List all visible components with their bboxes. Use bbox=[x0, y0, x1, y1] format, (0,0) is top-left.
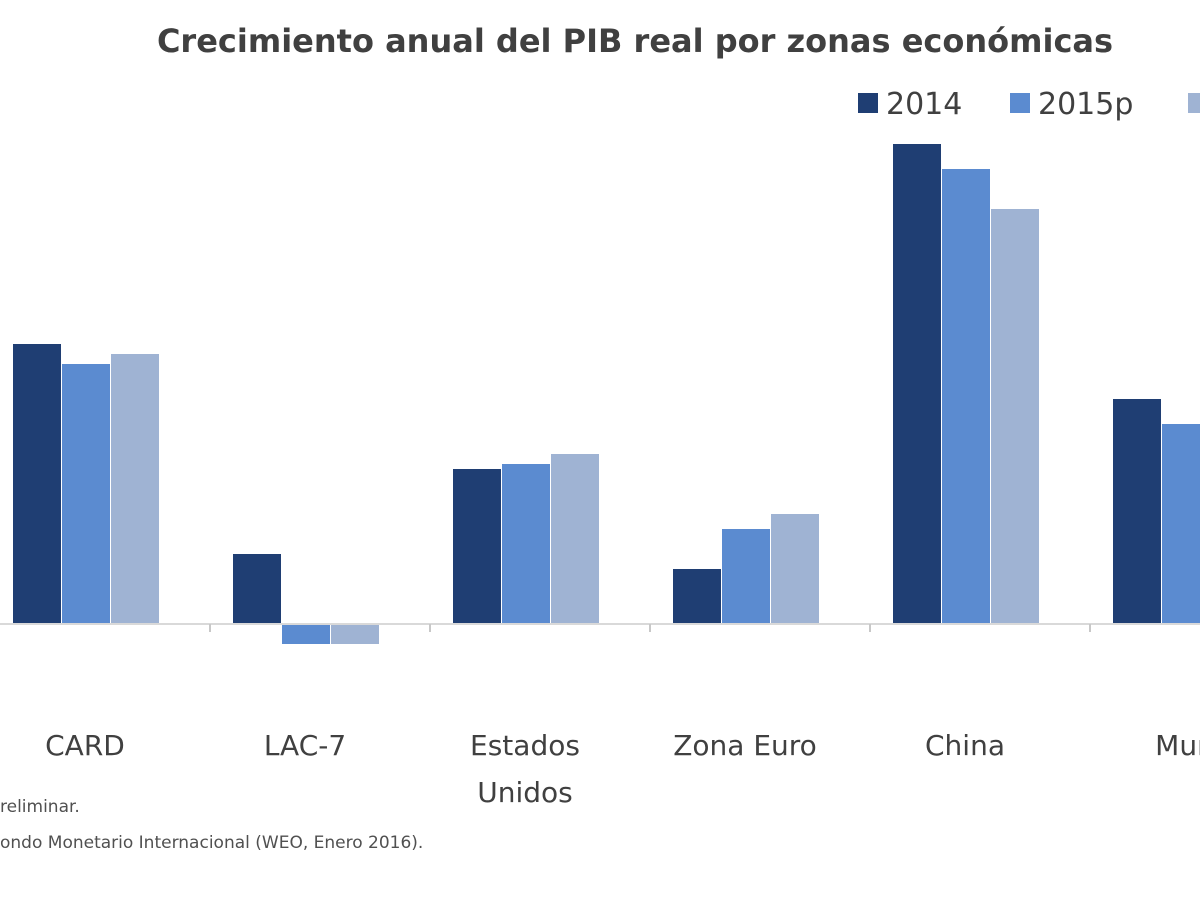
legend-swatch bbox=[858, 93, 878, 113]
bar-2014-0 bbox=[13, 344, 61, 624]
x-axis bbox=[0, 623, 1200, 632]
bars bbox=[13, 144, 1200, 644]
bar-2014-5 bbox=[1113, 399, 1161, 624]
bar-2014-4 bbox=[893, 144, 941, 624]
bar-2014-1 bbox=[233, 554, 281, 624]
bar-2015p-1 bbox=[282, 624, 330, 644]
bar-series-3-3 bbox=[771, 514, 819, 624]
legend-swatch bbox=[1188, 93, 1200, 113]
bar-2015p-3 bbox=[722, 529, 770, 624]
footnote: ondo Monetario Internacional (WEO, Enero… bbox=[0, 833, 423, 853]
category-label: Unidos bbox=[477, 776, 573, 809]
footnotes: reliminar. ondo Monetario Internacional (… bbox=[0, 797, 423, 853]
bar-series-3-4 bbox=[991, 209, 1039, 624]
bar-2015p-5 bbox=[1162, 424, 1200, 624]
legend-label: 2015p bbox=[1038, 87, 1133, 122]
category-label: LAC-7 bbox=[264, 729, 346, 762]
bar-2014-3 bbox=[673, 569, 721, 624]
bar-2015p-2 bbox=[502, 464, 550, 624]
bar-series-3-0 bbox=[111, 354, 159, 624]
footnote: reliminar. bbox=[0, 797, 80, 817]
chart-title: Crecimiento anual del PIB real por zonas… bbox=[157, 22, 1113, 60]
category-label: Estados bbox=[470, 729, 580, 762]
legend-label: 2014 bbox=[886, 87, 962, 122]
category-label: Zona Euro bbox=[673, 729, 817, 762]
category-label: China bbox=[925, 729, 1005, 762]
category-labels: CARD LAC-7 Estados Unidos Zona Euro China Mun bbox=[45, 729, 1200, 809]
legend-swatch bbox=[1010, 93, 1030, 113]
category-label: Mun bbox=[1155, 729, 1200, 762]
bar-2015p-4 bbox=[942, 169, 990, 624]
bar-series-3-1 bbox=[331, 624, 379, 644]
legend: 2014 2015p bbox=[858, 87, 1200, 122]
bar-2015p-0 bbox=[62, 364, 110, 624]
category-label: CARD bbox=[45, 729, 125, 762]
bar-2014-2 bbox=[453, 469, 501, 624]
bar-series-3-2 bbox=[551, 454, 599, 624]
